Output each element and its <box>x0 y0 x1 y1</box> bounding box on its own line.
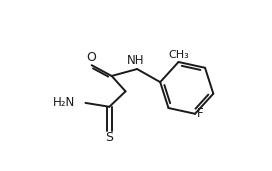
Text: O: O <box>86 51 96 64</box>
Text: S: S <box>105 131 113 144</box>
Text: F: F <box>197 107 204 120</box>
Text: NH: NH <box>127 55 144 68</box>
Text: H₂N: H₂N <box>52 96 75 109</box>
Text: CH₃: CH₃ <box>168 50 189 61</box>
